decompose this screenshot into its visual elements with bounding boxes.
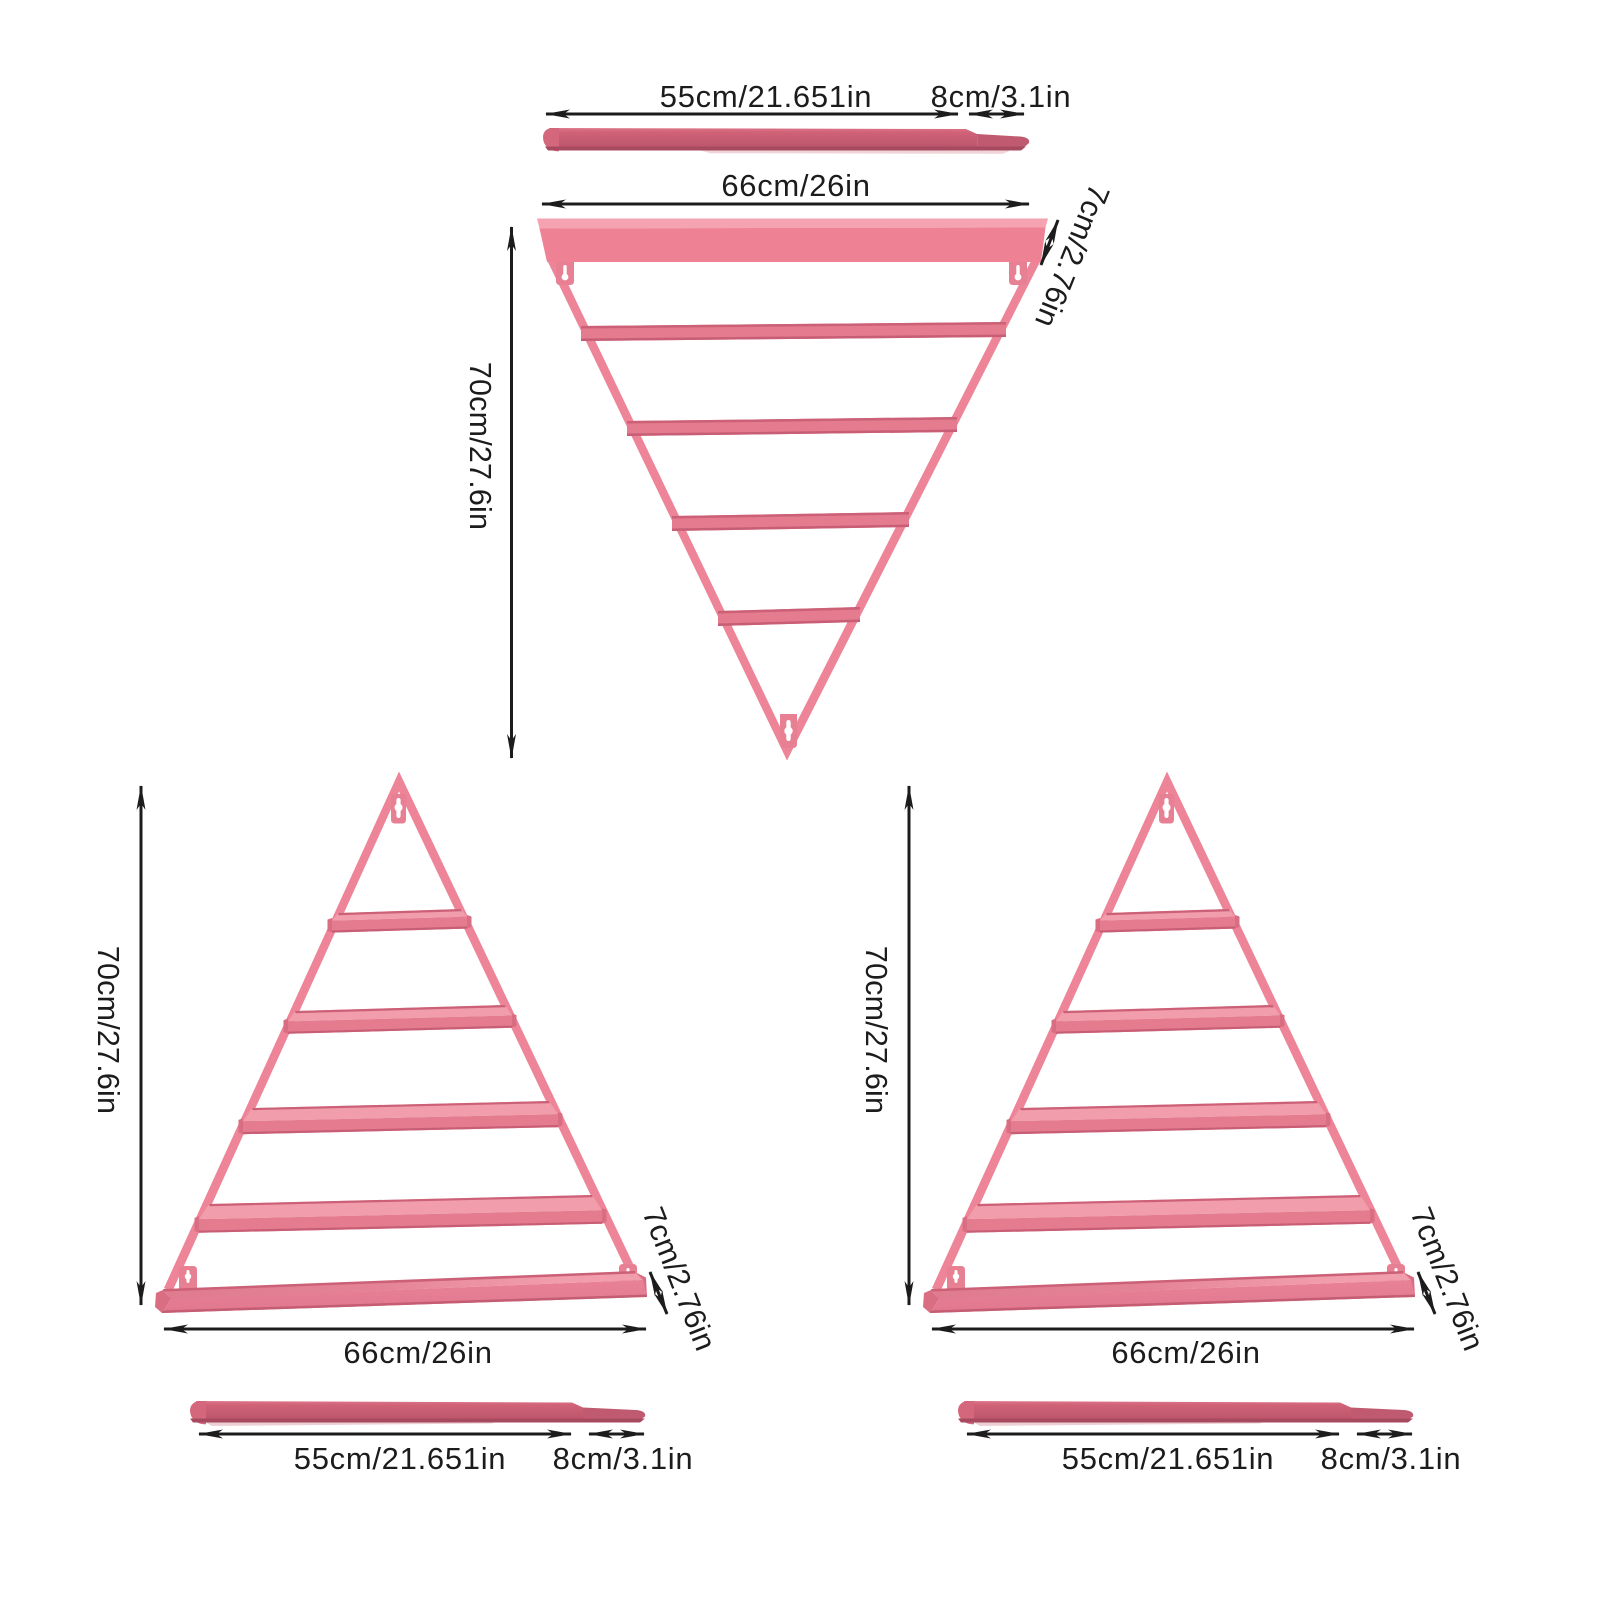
- svg-text:66cm/26in: 66cm/26in: [721, 168, 870, 203]
- svg-text:70cm/27.6in: 70cm/27.6in: [463, 362, 497, 530]
- svg-text:55cm/21.651in: 55cm/21.651in: [660, 79, 872, 114]
- svg-text:8cm/3.1in: 8cm/3.1in: [931, 79, 1072, 114]
